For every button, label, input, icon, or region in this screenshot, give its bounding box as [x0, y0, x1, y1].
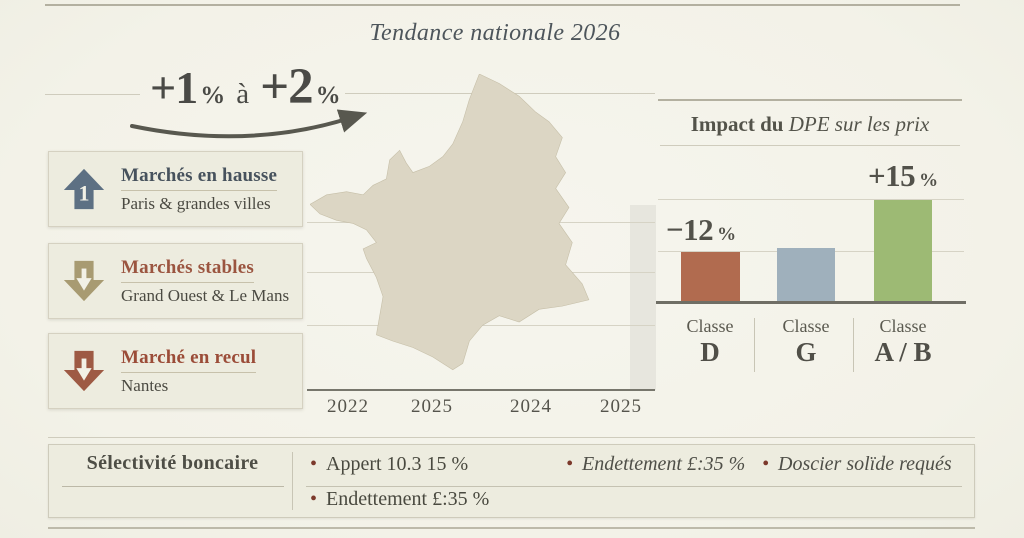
bullet-icon: •: [310, 488, 318, 510]
banner-bullet-endettement-right: • Endettement £:35 %: [566, 453, 746, 475]
banner-divider: [292, 452, 293, 510]
bullet-icon: •: [566, 453, 574, 475]
banner-bullet-apport: • Appert 10.3 15 %: [310, 453, 469, 475]
chart-title: Impact du DPE sur les prix: [690, 112, 930, 136]
card-subtitle: Nantes: [121, 375, 169, 395]
france-map: [310, 74, 642, 392]
card-title: Marchés en hausse: [121, 165, 278, 191]
up-arrow-icon: 1: [63, 168, 105, 210]
trend-percent-2: %: [315, 82, 341, 109]
card-market-declining: Marché en recul Nantes: [48, 333, 303, 409]
bar-classe-d: [681, 252, 740, 302]
year-label: 2022: [327, 396, 369, 417]
chart-top-rule: [658, 99, 962, 101]
card-title: Marché en recul: [121, 347, 257, 373]
card-title: Marchés stables: [121, 257, 254, 283]
trend-connector: à: [236, 78, 250, 110]
criteria-banner: [48, 444, 975, 518]
category-separator: [754, 318, 755, 372]
banner-bullet-dossier: • Doscier solïde requés: [762, 453, 952, 475]
bullet-icon: •: [762, 453, 770, 475]
bar-value-label-classe-ab: +15 %: [868, 158, 939, 193]
curved-right-arrow-icon: [130, 109, 368, 139]
banner-label: Sélectivité boncaire: [86, 452, 259, 474]
bar-classe-ab: [874, 200, 932, 302]
chart-baseline: [656, 301, 966, 304]
year-label: 2025: [411, 396, 453, 417]
category-classe-g: Classe G: [782, 316, 830, 367]
down-arrow-icon: [63, 350, 105, 392]
map-axis-line: [307, 389, 655, 391]
card-markets-rising: 1 Marchés en hausse Paris & grandes vill…: [48, 151, 303, 227]
category-classe-ab: Classe A / B: [874, 316, 932, 367]
map-background-column: [630, 205, 656, 390]
decorative-line-left: [45, 94, 140, 95]
chart-title-underline: [660, 145, 960, 146]
national-trend-value: +1 % à +2 %: [150, 58, 341, 116]
banner-label-underline: [62, 486, 284, 487]
category-separator: [853, 318, 854, 372]
bottom-rule: [48, 527, 975, 529]
banner-bullet-endettement: • Endettement £:35 %: [310, 488, 490, 510]
bar-value-label-classe-d: −12 %: [666, 212, 737, 247]
icon-badge: 1: [78, 181, 89, 206]
bar-classe-g: [777, 248, 835, 302]
chart-gridline: [658, 199, 964, 200]
trend-percent-1: %: [200, 82, 226, 109]
down-arrow-icon: [63, 260, 105, 302]
card-markets-stable: Marchés stables Grand Ouest & Le Mans: [48, 243, 303, 319]
bullet-icon: •: [310, 453, 318, 475]
trend-number-2: +2: [260, 59, 314, 115]
year-label: 2024: [510, 396, 552, 417]
banner-top-rule: [48, 437, 975, 438]
card-subtitle: Paris & grandes villes: [121, 193, 271, 213]
top-rule: [45, 4, 960, 6]
page-title: Tendance nationale 2026: [369, 20, 621, 46]
trend-number-1: +1: [150, 62, 198, 113]
card-subtitle: Grand Ouest & Le Mans: [121, 285, 290, 305]
year-label: 2025: [600, 396, 642, 417]
banner-row-underline: [306, 486, 962, 487]
category-classe-d: Classe D: [686, 316, 734, 367]
